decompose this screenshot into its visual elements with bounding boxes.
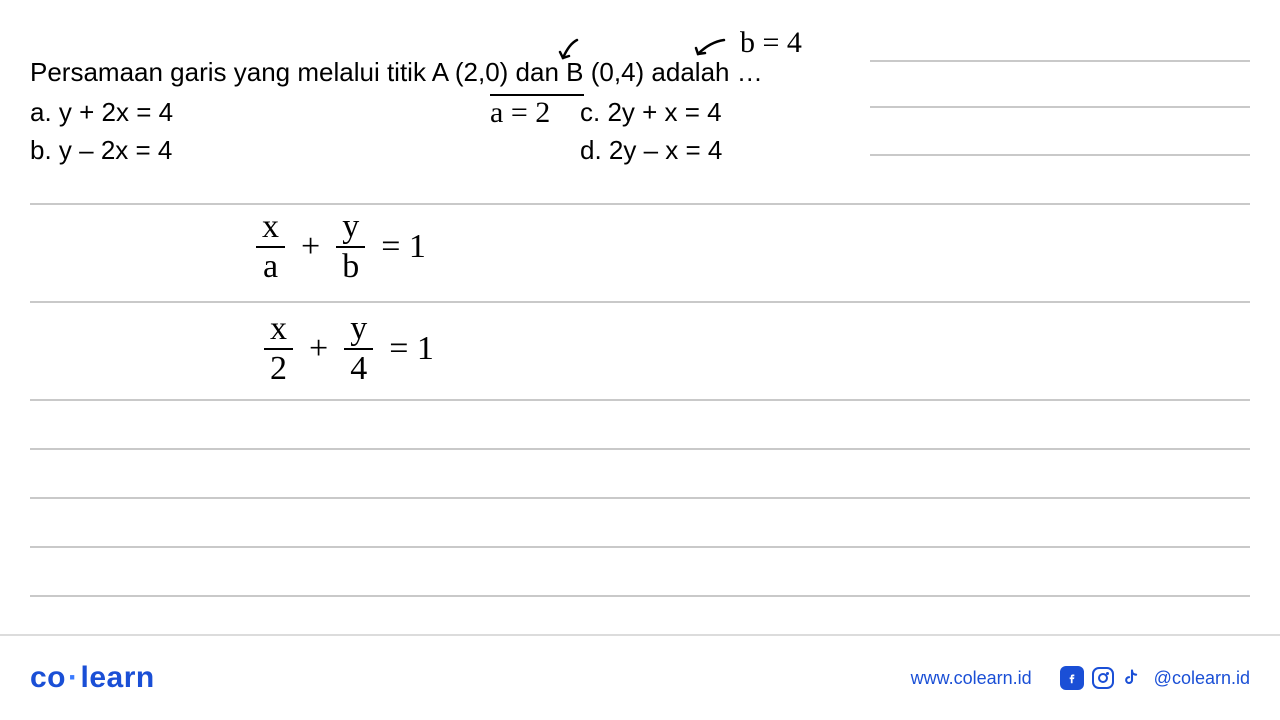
ruled-line: [30, 595, 1250, 597]
instagram-icon: [1092, 667, 1114, 689]
options: a. y + 2x = 4 b. y – 2x = 4 c. 2y + x = …: [30, 94, 1250, 169]
footer-url: www.colearn.id: [911, 668, 1032, 689]
logo-learn: learn: [81, 661, 155, 694]
denominator: 2: [264, 352, 293, 386]
option-d: d. 2y – x = 4: [580, 132, 722, 170]
arrow-to-a-icon: [555, 36, 585, 64]
numerator: x: [256, 210, 285, 244]
denominator: 4: [344, 352, 373, 386]
numerator: x: [264, 312, 293, 346]
ruled-line: [30, 546, 1250, 548]
footer: co·learn www.colearn.id @colearn.id: [0, 634, 1280, 720]
ruled-line: [30, 399, 1250, 401]
facebook-icon: [1060, 666, 1084, 690]
footer-right: www.colearn.id @colearn.id: [911, 666, 1250, 690]
ruled-line: [30, 203, 1250, 205]
arrow-to-b-icon: [692, 34, 730, 60]
equals: = 1: [389, 330, 434, 368]
option-c: c. 2y + x = 4: [580, 94, 722, 132]
plus-op: +: [301, 228, 320, 266]
annot-b-eq: b = 4: [740, 26, 802, 60]
ruled-line: [30, 497, 1250, 499]
numerator: y: [336, 210, 365, 244]
options-right: c. 2y + x = 4 d. 2y – x = 4: [580, 94, 722, 169]
logo-co: co: [30, 661, 66, 694]
ruled-line: [30, 301, 1250, 303]
option-b: b. y – 2x = 4: [30, 132, 580, 170]
annot-a-eq: a = 2: [490, 96, 550, 130]
working-line-1: x a + y b = 1: [250, 210, 436, 284]
question-block: Persamaan garis yang melalui titik A (2,…: [0, 0, 1280, 169]
plus-op: +: [309, 330, 328, 368]
equals: = 1: [381, 228, 426, 266]
fraction: x a: [256, 210, 285, 284]
numerator: y: [344, 312, 373, 346]
social-icons: @colearn.id: [1060, 666, 1250, 690]
fraction: y 4: [344, 312, 373, 386]
logo-dot: ·: [68, 661, 79, 694]
denominator: b: [336, 250, 365, 284]
denominator: a: [257, 250, 284, 284]
tiktok-icon: [1122, 667, 1142, 689]
fraction: y b: [336, 210, 365, 284]
working-line-2: x 2 + y 4 = 1: [258, 312, 444, 386]
brand-logo: co·learn: [30, 661, 155, 695]
question-text: Persamaan garis yang melalui titik A (2,…: [30, 55, 1250, 90]
social-handle: @colearn.id: [1154, 668, 1250, 689]
fraction: x 2: [264, 312, 293, 386]
ruled-line: [30, 448, 1250, 450]
